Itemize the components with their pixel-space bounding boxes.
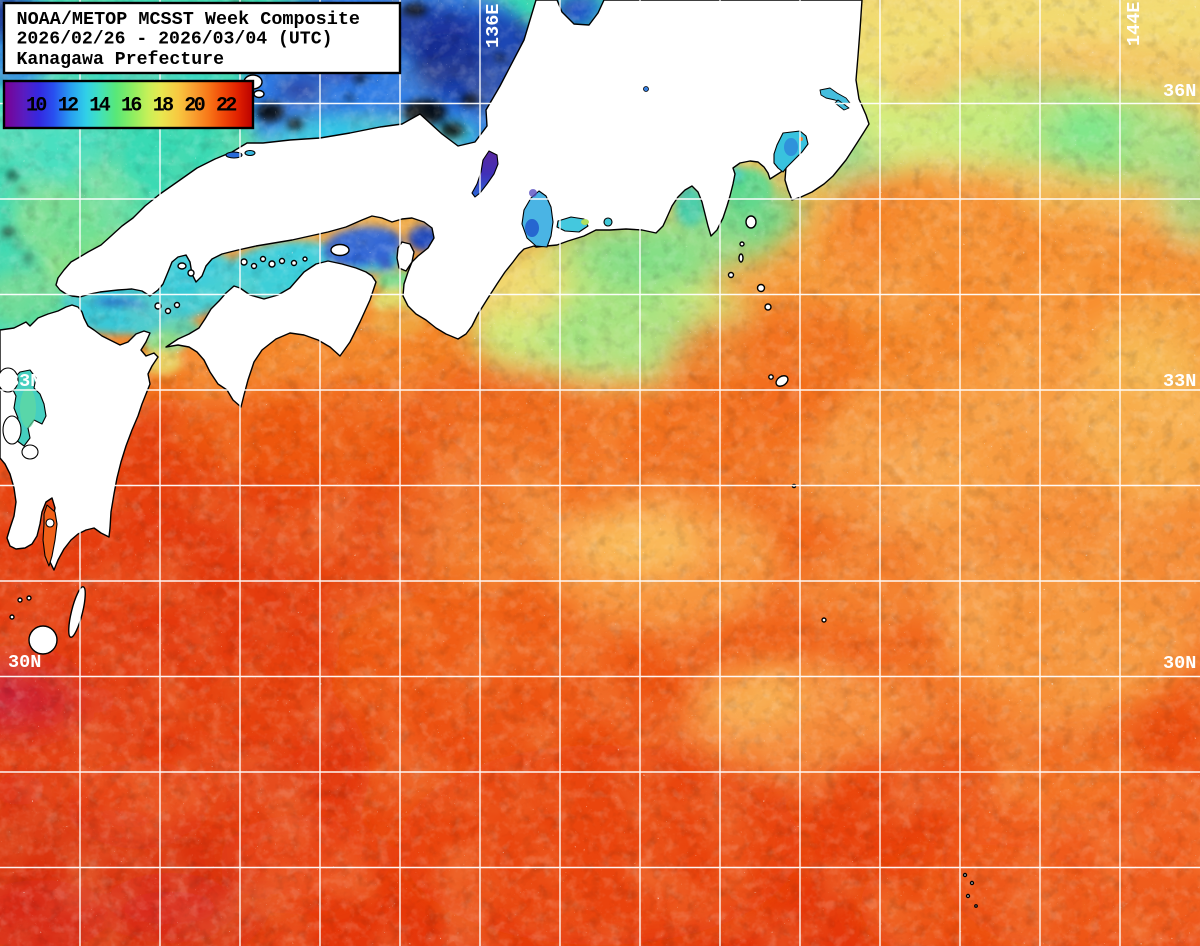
svg-text:16: 16 — [121, 95, 141, 118]
svg-text:12: 12 — [58, 95, 78, 118]
svg-text:18: 18 — [153, 95, 173, 118]
svg-text:20: 20 — [184, 95, 204, 118]
svg-text:30N: 30N — [1163, 653, 1196, 674]
svg-text:144E: 144E — [1124, 2, 1145, 46]
svg-text:2026/02/26 - 2026/03/04 (UTC): 2026/02/26 - 2026/03/04 (UTC) — [17, 29, 333, 50]
svg-text:33N: 33N — [1163, 371, 1196, 392]
svg-text:22: 22 — [216, 95, 236, 118]
svg-text:33N: 33N — [8, 371, 41, 392]
svg-text:14: 14 — [89, 95, 110, 118]
svg-text:NOAA/METOP MCSST Week Composit: NOAA/METOP MCSST Week Composite — [17, 9, 361, 30]
svg-text:30N: 30N — [8, 652, 41, 673]
svg-text:36N: 36N — [1163, 81, 1196, 102]
svg-text:10: 10 — [26, 95, 46, 118]
svg-text:136E: 136E — [483, 4, 504, 48]
svg-text:Kanagawa Prefecture: Kanagawa Prefecture — [17, 49, 225, 70]
